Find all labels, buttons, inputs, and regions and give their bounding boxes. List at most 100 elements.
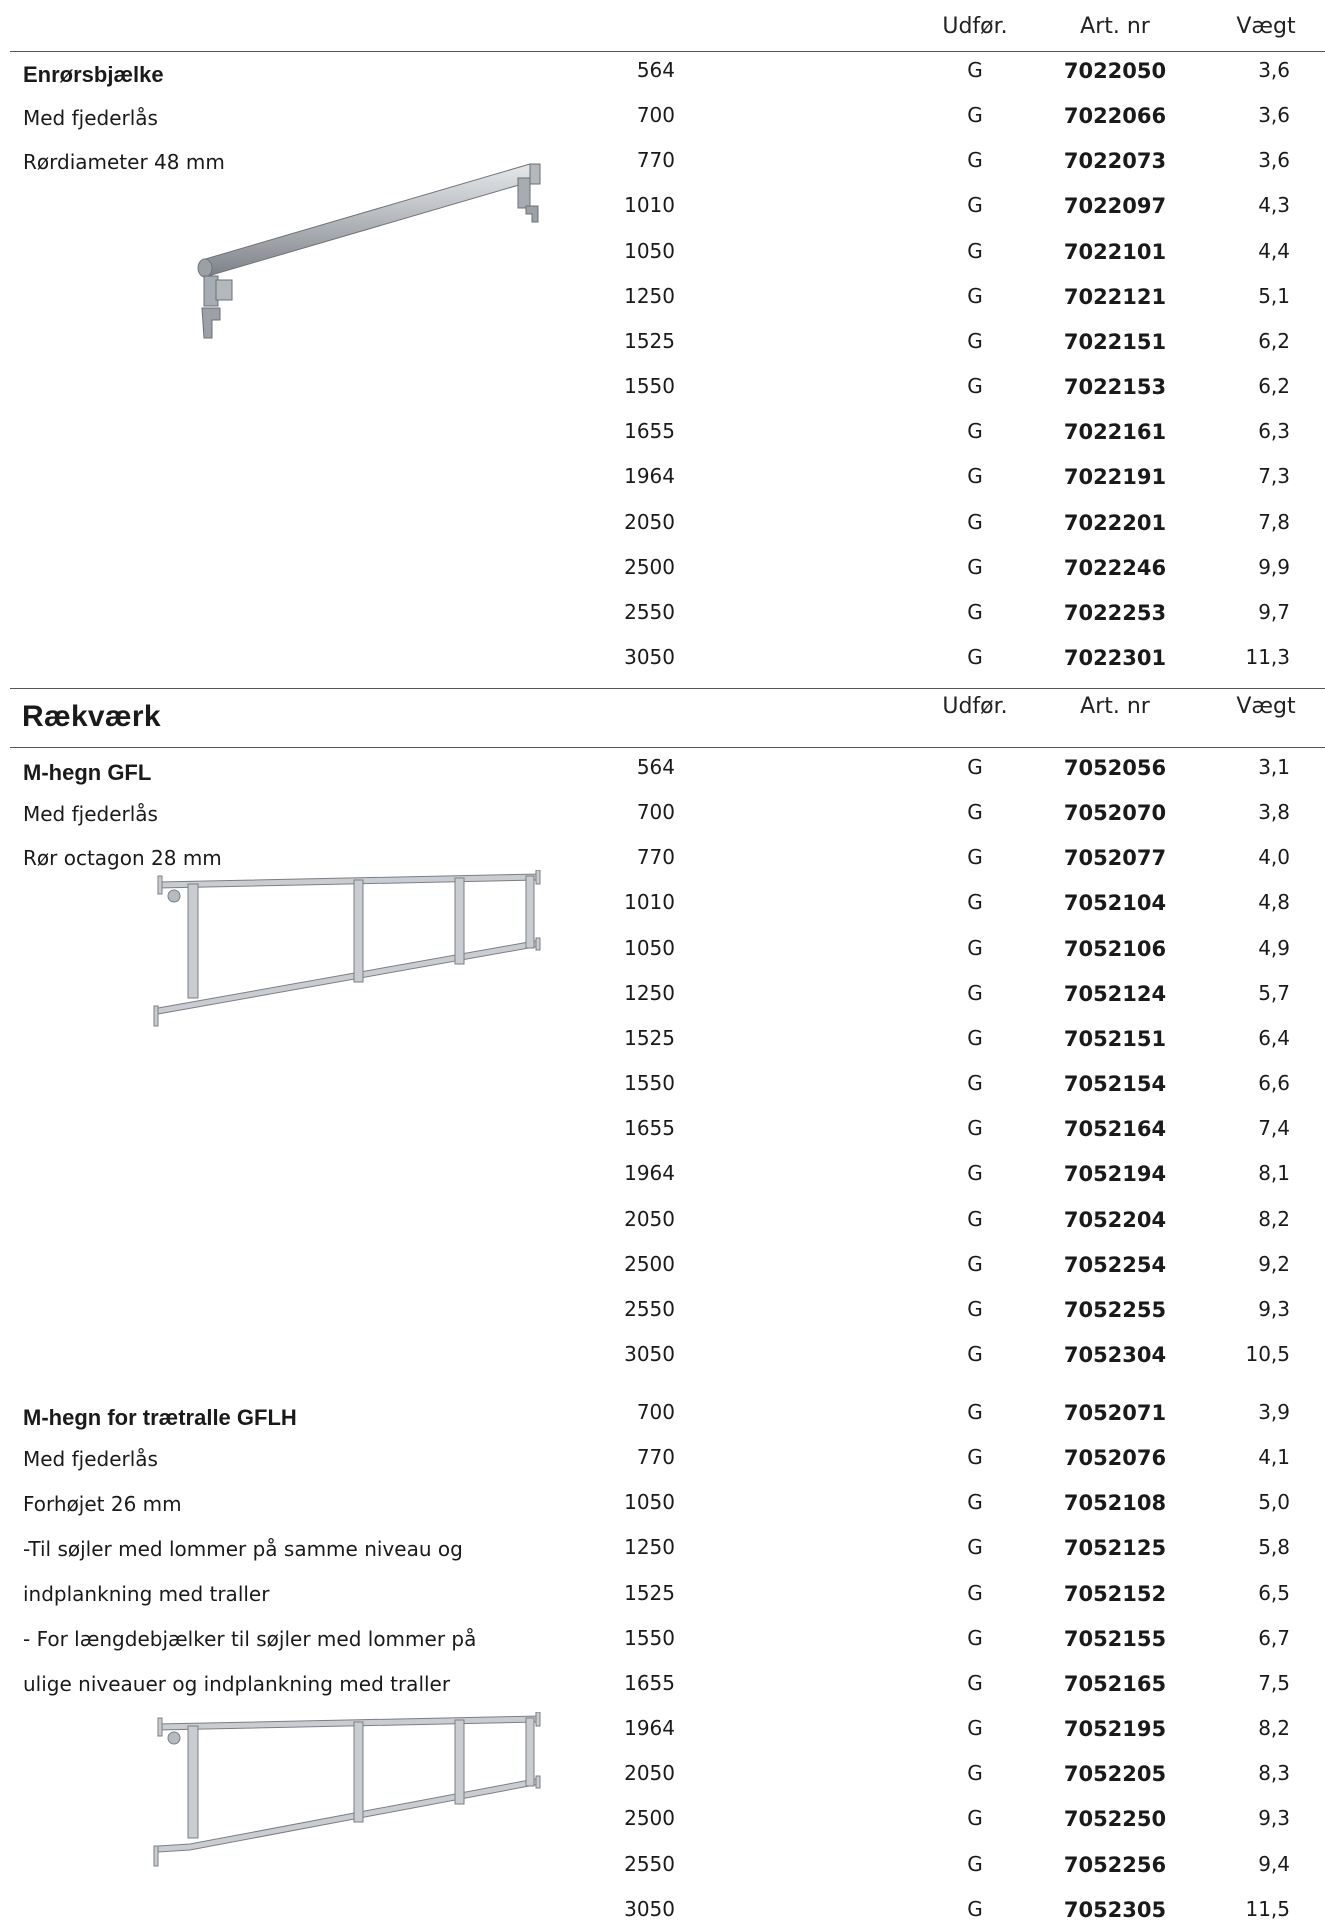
article-number-cell: 7052194 bbox=[1063, 1162, 1167, 1186]
length-cell: 3050 bbox=[624, 1897, 675, 1921]
article-number-cell: 7022073 bbox=[1063, 149, 1167, 173]
article-number-cell: 7052070 bbox=[1063, 801, 1167, 825]
header-artnr: Art. nr bbox=[1080, 14, 1150, 39]
execution-cell: G bbox=[967, 239, 983, 263]
article-number-cell: 7052250 bbox=[1063, 1807, 1167, 1831]
length-cell: 2550 bbox=[624, 1297, 675, 1321]
execution-cell: G bbox=[967, 1897, 983, 1921]
execution-cell: G bbox=[967, 1297, 983, 1321]
execution-cell: G bbox=[967, 1207, 983, 1231]
weight-cell: 7,3 bbox=[1258, 464, 1290, 488]
article-number-cell: 7052104 bbox=[1063, 891, 1167, 915]
execution-cell: G bbox=[967, 510, 983, 534]
article-number-cell: 7052077 bbox=[1063, 846, 1167, 870]
article-number-cell: 7052195 bbox=[1063, 1717, 1167, 1741]
execution-cell: G bbox=[967, 284, 983, 308]
weight-cell: 11,3 bbox=[1245, 645, 1290, 669]
product-desc: Med fjederlås bbox=[23, 1447, 158, 1471]
header-artnr: Art. nr bbox=[1080, 694, 1150, 719]
weight-cell: 11,5 bbox=[1245, 1897, 1290, 1921]
execution-cell: G bbox=[967, 1116, 983, 1140]
length-cell: 1964 bbox=[624, 464, 675, 488]
article-number-cell: 7052076 bbox=[1063, 1446, 1167, 1470]
product-title: Enrørsbjælke bbox=[23, 62, 164, 87]
weight-cell: 9,4 bbox=[1258, 1852, 1290, 1876]
execution-cell: G bbox=[967, 419, 983, 443]
article-number-cell: 7052254 bbox=[1063, 1253, 1167, 1277]
length-cell: 2500 bbox=[624, 1806, 675, 1830]
product-title: M-hegn for trætralle GFLH bbox=[23, 1405, 297, 1430]
execution-cell: G bbox=[967, 1026, 983, 1050]
execution-cell: G bbox=[967, 1400, 983, 1424]
execution-cell: G bbox=[967, 148, 983, 172]
product-title: M-hegn GFL bbox=[23, 760, 152, 785]
weight-cell: 3,6 bbox=[1258, 148, 1290, 172]
article-number-cell: 7022121 bbox=[1063, 285, 1167, 309]
guardrail-gflh-image bbox=[153, 1712, 541, 1867]
weight-cell: 4,4 bbox=[1258, 239, 1290, 263]
execution-cell: G bbox=[967, 645, 983, 669]
article-number-cell: 7052164 bbox=[1063, 1117, 1167, 1141]
execution-cell: G bbox=[967, 1071, 983, 1095]
section-rule bbox=[10, 688, 1325, 689]
execution-cell: G bbox=[967, 845, 983, 869]
weight-cell: 4,1 bbox=[1258, 1445, 1290, 1469]
weight-cell: 5,1 bbox=[1258, 284, 1290, 308]
article-number-cell: 7022101 bbox=[1063, 240, 1167, 264]
product-desc: Med fjederlås bbox=[23, 106, 158, 130]
length-cell: 1010 bbox=[624, 193, 675, 217]
execution-cell: G bbox=[967, 755, 983, 779]
length-cell: 3050 bbox=[624, 645, 675, 669]
weight-cell: 6,4 bbox=[1258, 1026, 1290, 1050]
header-udfor: Udfør. bbox=[942, 694, 1008, 719]
execution-cell: G bbox=[967, 1490, 983, 1514]
article-number-cell: 7052056 bbox=[1063, 756, 1167, 780]
execution-cell: G bbox=[967, 981, 983, 1005]
length-cell: 1550 bbox=[624, 374, 675, 398]
length-cell: 770 bbox=[636, 845, 675, 869]
header-udfor: Udfør. bbox=[942, 14, 1008, 39]
length-cell: 1525 bbox=[624, 1026, 675, 1050]
execution-cell: G bbox=[967, 1161, 983, 1185]
length-cell: 1550 bbox=[624, 1626, 675, 1650]
execution-cell: G bbox=[967, 1761, 983, 1785]
weight-cell: 5,0 bbox=[1258, 1490, 1290, 1514]
article-number-cell: 7052205 bbox=[1063, 1762, 1167, 1786]
execution-cell: G bbox=[967, 1716, 983, 1740]
article-number-cell: 7052125 bbox=[1063, 1536, 1167, 1560]
length-cell: 1550 bbox=[624, 1071, 675, 1095]
execution-cell: G bbox=[967, 1626, 983, 1650]
weight-cell: 7,5 bbox=[1258, 1671, 1290, 1695]
length-cell: 1050 bbox=[624, 936, 675, 960]
article-number-cell: 7052124 bbox=[1063, 982, 1167, 1006]
product-desc: Forhøjet 26 mm bbox=[23, 1492, 182, 1516]
length-cell: 1525 bbox=[624, 1581, 675, 1605]
length-cell: 1250 bbox=[624, 981, 675, 1005]
beam-image bbox=[197, 163, 541, 339]
length-cell: 770 bbox=[636, 1445, 675, 1469]
article-number-cell: 7052071 bbox=[1063, 1401, 1167, 1425]
article-number-cell: 7022151 bbox=[1063, 330, 1167, 354]
weight-cell: 8,1 bbox=[1258, 1161, 1290, 1185]
article-number-cell: 7022246 bbox=[1063, 556, 1167, 580]
weight-cell: 6,7 bbox=[1258, 1626, 1290, 1650]
product-desc: Rørdiameter 48 mm bbox=[23, 150, 225, 174]
weight-cell: 3,6 bbox=[1258, 58, 1290, 82]
article-number-cell: 7052305 bbox=[1063, 1898, 1167, 1922]
weight-cell: 5,8 bbox=[1258, 1535, 1290, 1559]
product-desc: indplankning med traller bbox=[23, 1582, 270, 1606]
weight-cell: 4,8 bbox=[1258, 890, 1290, 914]
length-cell: 1050 bbox=[624, 1490, 675, 1514]
weight-cell: 8,2 bbox=[1258, 1207, 1290, 1231]
execution-cell: G bbox=[967, 1581, 983, 1605]
length-cell: 2050 bbox=[624, 1207, 675, 1231]
weight-cell: 10,5 bbox=[1245, 1342, 1290, 1366]
execution-cell: G bbox=[967, 1342, 983, 1366]
length-cell: 3050 bbox=[624, 1342, 675, 1366]
weight-cell: 3,9 bbox=[1258, 1400, 1290, 1424]
weight-cell: 3,6 bbox=[1258, 103, 1290, 127]
weight-cell: 9,3 bbox=[1258, 1297, 1290, 1321]
length-cell: 700 bbox=[636, 800, 675, 824]
length-cell: 1964 bbox=[624, 1161, 675, 1185]
weight-cell: 6,5 bbox=[1258, 1581, 1290, 1605]
